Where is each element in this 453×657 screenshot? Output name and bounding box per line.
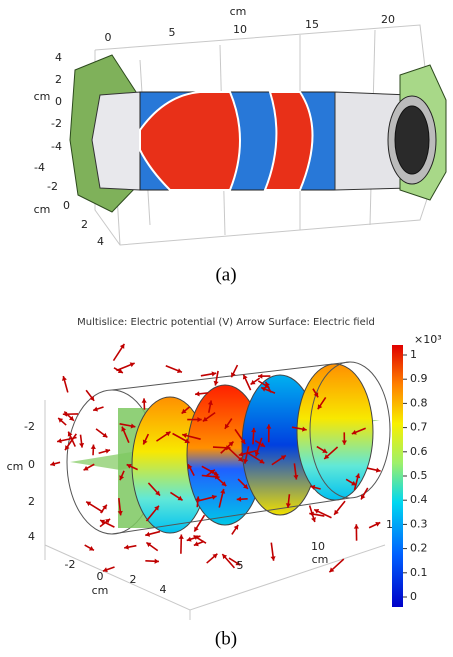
tick-label: 20 (381, 13, 395, 26)
tick-label: 0 (97, 570, 104, 583)
figure: cm 0 5 10 15 20 cm 4 2 0 -2 -4 cm -4 -2 … (0, 0, 453, 657)
colorbar-tick-label: 0.4 (410, 493, 428, 506)
tick-label: 15 (305, 18, 319, 31)
tick-label: 2 (55, 73, 62, 86)
caption: (b) (215, 628, 237, 649)
tick-label: 10 (233, 23, 247, 36)
panel-a: cm 0 5 10 15 20 cm 4 2 0 -2 -4 cm -4 -2 … (34, 5, 446, 285)
arrow-head (142, 398, 147, 402)
arrow-head (354, 524, 359, 528)
arrow-head (155, 559, 159, 564)
arrow-head (145, 532, 150, 537)
axis-label: cm (92, 584, 109, 597)
colorbar-tick-label: 0.8 (410, 396, 428, 409)
tick-label: 0 (105, 31, 112, 44)
colorbar-tick-label: 0.6 (410, 445, 428, 458)
tick-label: -4 (34, 161, 45, 174)
arrow-head (271, 556, 276, 561)
tick-label: 4 (160, 583, 167, 596)
slice (297, 364, 373, 500)
colorbar-tick-label: 0.9 (410, 372, 428, 385)
caption: (a) (215, 264, 236, 285)
panel-b: Multislice: Electric potential (V) Arrow… (7, 317, 442, 649)
tick-label: 2 (28, 495, 35, 508)
colorbar (392, 345, 403, 607)
arrow-head (179, 534, 184, 538)
insulator (92, 92, 140, 190)
axis-label: cm (230, 5, 247, 18)
tick-label: 4 (97, 235, 104, 248)
plot-title: Multislice: Electric potential (V) Arrow… (77, 317, 375, 328)
arrow-head (91, 445, 96, 449)
tick-label: 10 (311, 540, 325, 553)
colorbar-tick-label: 1 (410, 348, 417, 361)
axis-label: cm (7, 460, 24, 473)
axis-label: cm (34, 90, 51, 103)
colorbar-tick-label: 0 (410, 590, 417, 603)
tick-label: 0 (63, 199, 70, 212)
colorbar-tick-label: 0.2 (410, 542, 428, 555)
arrow-head (50, 461, 55, 466)
colorbar-tick-label: 0.7 (410, 421, 428, 434)
arrow-head (195, 391, 200, 396)
tick-label: 2 (130, 573, 137, 586)
tick-label: -2 (47, 180, 58, 193)
colorbar-tick-label: 0.3 (410, 517, 428, 530)
tube-bore (395, 106, 429, 174)
arrow-head (79, 443, 84, 448)
axis-label: cm (312, 553, 329, 566)
colorbar-ticks: 1 0.9 0.8 0.7 0.6 0.5 0.4 0.3 0.2 0.1 0 (403, 348, 428, 603)
colorbar-multiplier: ×10³ (414, 333, 442, 346)
tick-label: 5 (169, 26, 176, 39)
tick-label: 0 (28, 458, 35, 471)
tick-label: 5 (237, 559, 244, 572)
tick-label: -4 (51, 140, 62, 153)
tick-label: 0 (55, 95, 62, 108)
tick-label: -2 (51, 117, 62, 130)
colorbar-tick-label: 0.5 (410, 469, 428, 482)
tick-label: 2 (81, 218, 88, 231)
axis-label: cm (34, 203, 51, 216)
tick-label: 4 (28, 530, 35, 543)
tick-label: -2 (65, 558, 76, 571)
tick-label: -2 (24, 420, 35, 433)
tick-label: 4 (55, 51, 62, 64)
colorbar-tick-label: 0.1 (410, 566, 428, 579)
